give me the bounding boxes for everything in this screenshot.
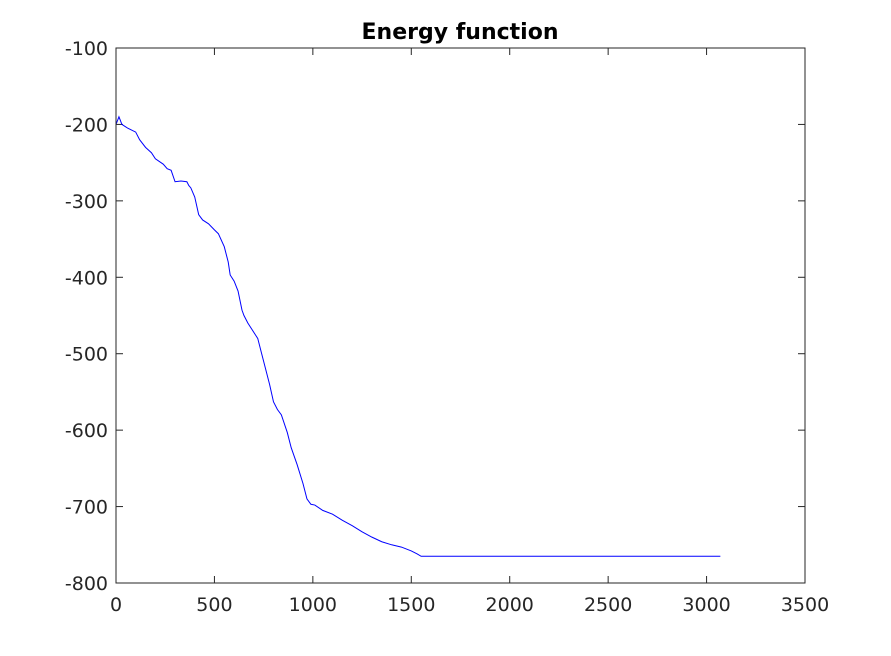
x-tick-label: 3500 — [781, 594, 829, 616]
x-tick-label: 3000 — [682, 594, 730, 616]
x-tick-label: 0 — [110, 594, 122, 616]
y-tick-label: -200 — [65, 114, 108, 136]
chart-title: Energy function — [362, 20, 559, 45]
x-tick-label: 500 — [196, 594, 232, 616]
axes-box — [115, 47, 806, 584]
y-tick-label: -700 — [65, 497, 108, 519]
x-axis: 0 500 1000 1500 2000 2500 3000 3500 — [110, 48, 829, 616]
energy-series-line — [115, 115, 721, 557]
plot-area — [116, 48, 805, 583]
y-tick-label: -600 — [65, 420, 108, 442]
x-tick-label: 1500 — [387, 594, 435, 616]
x-tick-label: 1000 — [289, 594, 337, 616]
x-tick-label: 2000 — [486, 594, 534, 616]
y-tick-label: -300 — [65, 191, 108, 213]
x-tick-label: 2500 — [584, 594, 632, 616]
y-tick-label: -800 — [65, 573, 108, 595]
y-tick-label: -100 — [65, 38, 108, 60]
y-tick-label: -500 — [65, 344, 108, 366]
y-axis: -800 -700 -600 -500 -400 -300 -200 -100 — [65, 38, 805, 595]
y-tick-label: -400 — [65, 267, 108, 289]
